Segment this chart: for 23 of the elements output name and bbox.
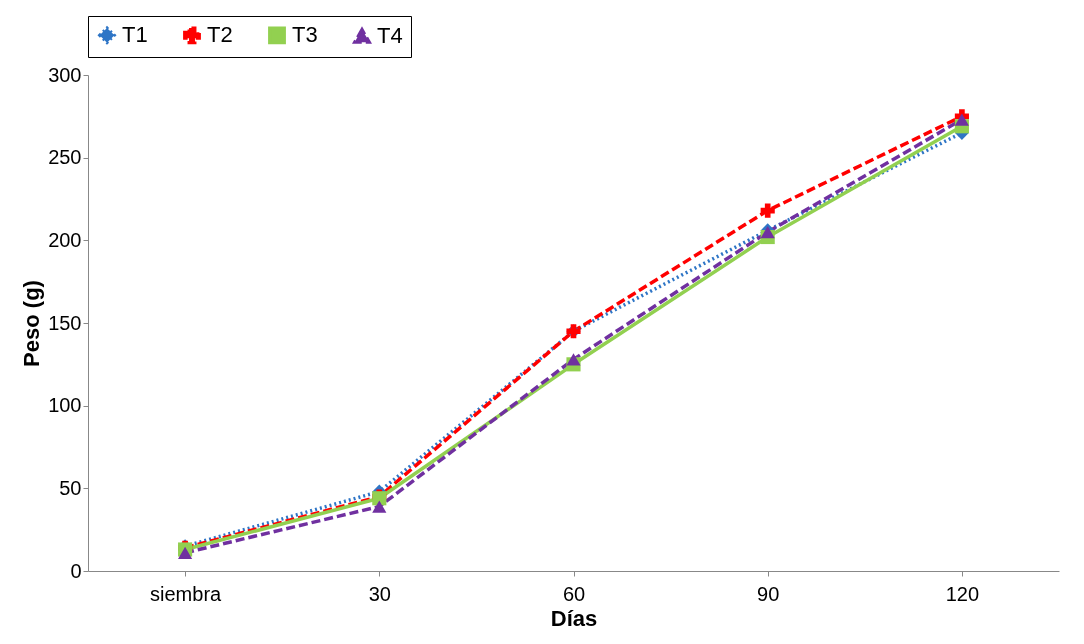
point bbox=[372, 500, 387, 513]
y-tick-label: 100 bbox=[48, 394, 82, 417]
y-tick-label: 200 bbox=[48, 228, 82, 251]
y-axis-title: Peso (g) bbox=[19, 280, 45, 367]
y-tick-label: 150 bbox=[48, 311, 82, 334]
legend-label: T4 bbox=[377, 22, 403, 48]
point bbox=[178, 546, 193, 559]
point bbox=[566, 353, 581, 366]
x-axis-title: Días bbox=[550, 605, 598, 631]
x-tick-label: siembra bbox=[150, 582, 223, 605]
legend-label: T2 bbox=[207, 22, 233, 48]
y-tick-label: 250 bbox=[48, 146, 82, 169]
y-tick-label: 300 bbox=[48, 63, 82, 86]
x-tick-label: 120 bbox=[945, 582, 980, 605]
x-tick-label: 90 bbox=[757, 582, 780, 605]
legend-label: T1 bbox=[122, 22, 148, 48]
x-tick-label: 60 bbox=[562, 582, 586, 605]
legend-label: T3 bbox=[292, 22, 318, 48]
point bbox=[954, 113, 969, 126]
point bbox=[760, 203, 775, 218]
x-tick-label: 30 bbox=[368, 582, 391, 605]
y-tick-label: 0 bbox=[70, 559, 82, 582]
y-tick-label: 50 bbox=[59, 476, 82, 499]
